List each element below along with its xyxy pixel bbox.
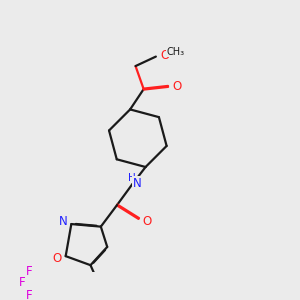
Text: N: N [59, 215, 68, 228]
Text: O: O [52, 252, 62, 265]
Text: F: F [26, 265, 32, 278]
Text: O: O [143, 215, 152, 228]
Text: O: O [172, 80, 182, 93]
Text: N: N [133, 177, 141, 190]
Text: H: H [128, 173, 136, 183]
Text: F: F [19, 276, 25, 289]
Text: F: F [26, 289, 32, 300]
Text: CH₃: CH₃ [166, 47, 184, 57]
Text: O: O [161, 49, 170, 62]
